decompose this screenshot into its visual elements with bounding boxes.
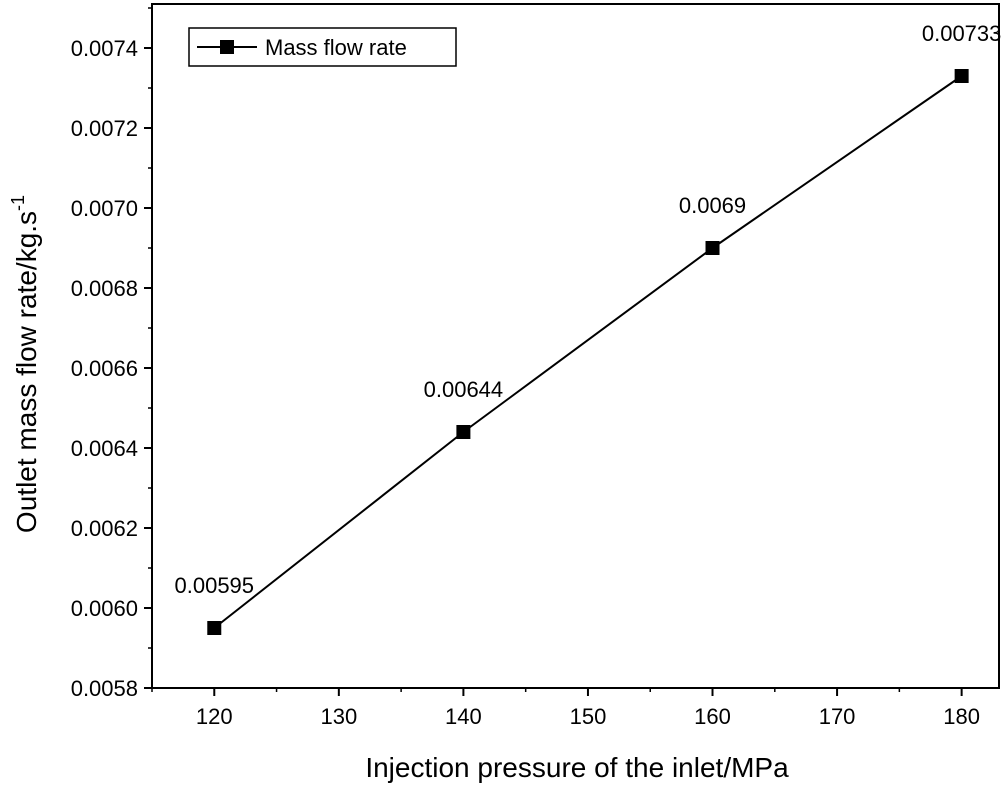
- x-tick-label: 150: [570, 704, 607, 729]
- x-tick-label: 170: [819, 704, 856, 729]
- data-point: [456, 425, 471, 439]
- data-label: 0.00733: [922, 21, 1002, 46]
- x-tick-label: 120: [196, 704, 233, 729]
- data-label: 0.00595: [175, 573, 255, 598]
- x-tick-label: 130: [320, 704, 357, 729]
- y-axis-title: Outlet mass flow rate/kg.s-1: [8, 195, 42, 533]
- legend: Mass flow rate: [188, 27, 457, 67]
- x-tick-label: 160: [694, 704, 731, 729]
- data-label: 0.0069: [679, 193, 746, 218]
- y-tick-label: 0.0068: [71, 276, 138, 301]
- y-tick-label: 0.0064: [71, 436, 138, 461]
- plot-border: [151, 3, 1000, 689]
- series-line: [213, 75, 963, 629]
- y-tick-label: 0.0072: [71, 116, 138, 141]
- legend-marker: [220, 40, 234, 54]
- legend-label: Mass flow rate: [265, 35, 407, 60]
- plot-frame: [151, 3, 1000, 689]
- x-axis: 120 130 140 150 160 170 180: [151, 688, 980, 729]
- data-point: [954, 69, 969, 83]
- y-tick-label: 0.0062: [71, 516, 138, 541]
- y-axis-title-main: Outlet mass flow rate/kg.s: [11, 211, 42, 533]
- y-tick-label: 0.0066: [71, 356, 138, 381]
- y-axis: 0.0058 0.0060 0.0062 0.0064 0.0066 0.0068 0.00…: [71, 7, 152, 701]
- x-tick-label: 140: [445, 704, 482, 729]
- y-tick-label: 0.0070: [71, 196, 138, 221]
- data-point: [207, 621, 222, 635]
- series-layer: 0.00595 0.00644 0.0069 0.00733: [175, 21, 1002, 635]
- data-label: 0.00644: [424, 377, 504, 402]
- y-tick-label: 0.0060: [71, 596, 138, 621]
- data-point: [705, 241, 720, 255]
- x-axis-title: Injection pressure of the inlet/MPa: [365, 752, 789, 783]
- y-tick-label: 0.0074: [71, 36, 138, 61]
- y-axis-title-superscript: -1: [8, 195, 28, 211]
- y-tick-label: 0.0058: [71, 676, 138, 701]
- x-tick-label: 180: [943, 704, 980, 729]
